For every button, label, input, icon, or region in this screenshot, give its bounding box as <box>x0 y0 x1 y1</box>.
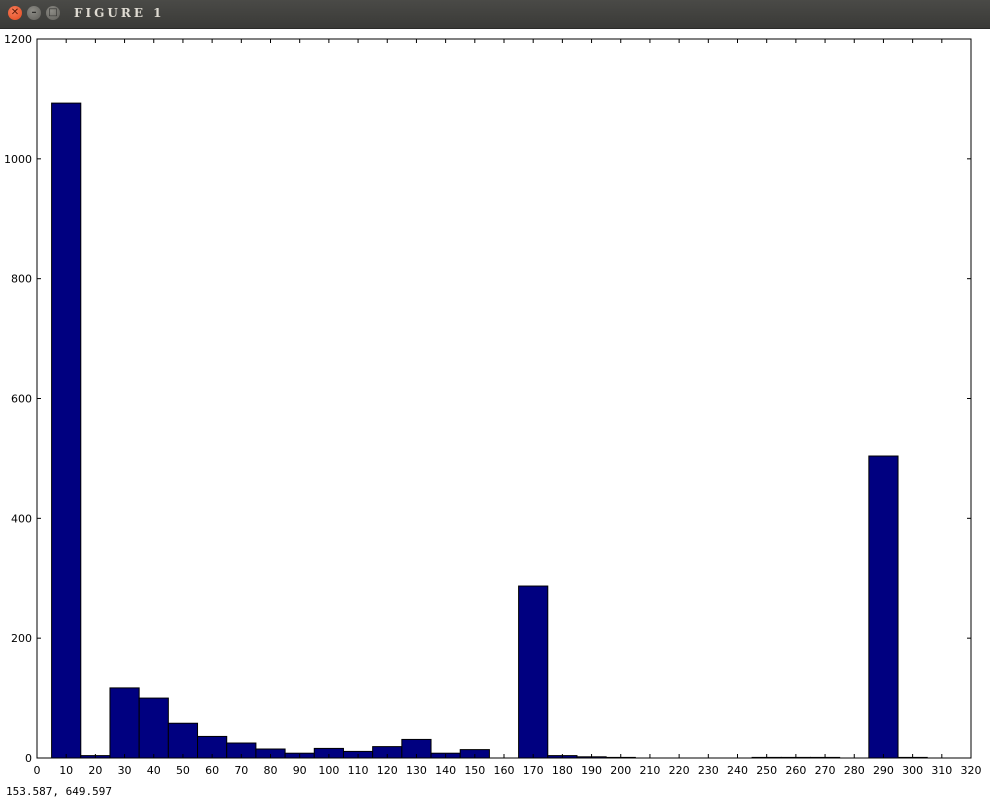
x-tick-label: 60 <box>205 764 219 777</box>
minimize-window-button[interactable]: – <box>27 6 41 20</box>
x-tick-label: 20 <box>88 764 102 777</box>
x-tick-label: 280 <box>844 764 865 777</box>
window-titlebar: ✕ – □ FIGURE 1 <box>0 0 990 29</box>
y-tick-label: 0 <box>25 752 32 765</box>
x-tick-label: 190 <box>581 764 602 777</box>
y-tick-label: 400 <box>11 512 32 525</box>
x-tick-label: 90 <box>293 764 307 777</box>
x-tick-label: 120 <box>377 764 398 777</box>
x-tick-label: 310 <box>931 764 952 777</box>
x-tick-label: 300 <box>902 764 923 777</box>
x-tick-label: 270 <box>815 764 836 777</box>
close-window-button[interactable]: ✕ <box>8 6 22 20</box>
histogram-bar <box>51 102 82 759</box>
x-tick-label: 260 <box>785 764 806 777</box>
x-tick-label: 40 <box>147 764 161 777</box>
x-tick-label: 290 <box>873 764 894 777</box>
x-tick-label: 140 <box>435 764 456 777</box>
y-tick-label: 1200 <box>4 33 32 46</box>
axes-frame <box>36 38 972 759</box>
x-tick-label: 210 <box>639 764 660 777</box>
x-tick-label: 240 <box>727 764 748 777</box>
x-tick-label: 250 <box>756 764 777 777</box>
maximize-window-button[interactable]: □ <box>46 6 60 20</box>
histogram-bar <box>138 697 169 759</box>
cursor-coordinates: 153.587, 649.597 <box>6 785 112 798</box>
histogram-chart[interactable]: 0 10 20 30 40 50 60 70 80 90 100 110 120 130 140 150 160… <box>0 29 990 785</box>
x-tick-label: 200 <box>610 764 631 777</box>
x-tick-label: 150 <box>464 764 485 777</box>
window-title: FIGURE 1 <box>74 6 165 20</box>
x-tick-label: 230 <box>698 764 719 777</box>
x-tick-label: 30 <box>118 764 132 777</box>
x-tick-label: 70 <box>234 764 248 777</box>
x-tick-label: 320 <box>961 764 982 777</box>
x-tick-label: 170 <box>523 764 544 777</box>
y-tick-label: 200 <box>11 632 32 645</box>
histogram-bar <box>109 687 140 759</box>
x-tick-label: 50 <box>176 764 190 777</box>
x-tick-label: 180 <box>552 764 573 777</box>
x-tick-label: 110 <box>348 764 369 777</box>
x-tick-label: 80 <box>264 764 278 777</box>
x-tick-label: 220 <box>669 764 690 777</box>
x-tick-label: 10 <box>59 764 73 777</box>
x-tick-label: 0 <box>34 764 41 777</box>
histogram-bar <box>518 585 549 759</box>
y-tick-label: 1000 <box>4 153 32 166</box>
y-tick-label: 800 <box>11 273 32 286</box>
x-tick-label: 130 <box>406 764 427 777</box>
histogram-bar <box>868 455 899 759</box>
histogram-bar <box>167 722 199 759</box>
y-tick-label: 600 <box>11 393 32 406</box>
x-tick-label: 100 <box>318 764 339 777</box>
x-tick-label: 160 <box>494 764 515 777</box>
